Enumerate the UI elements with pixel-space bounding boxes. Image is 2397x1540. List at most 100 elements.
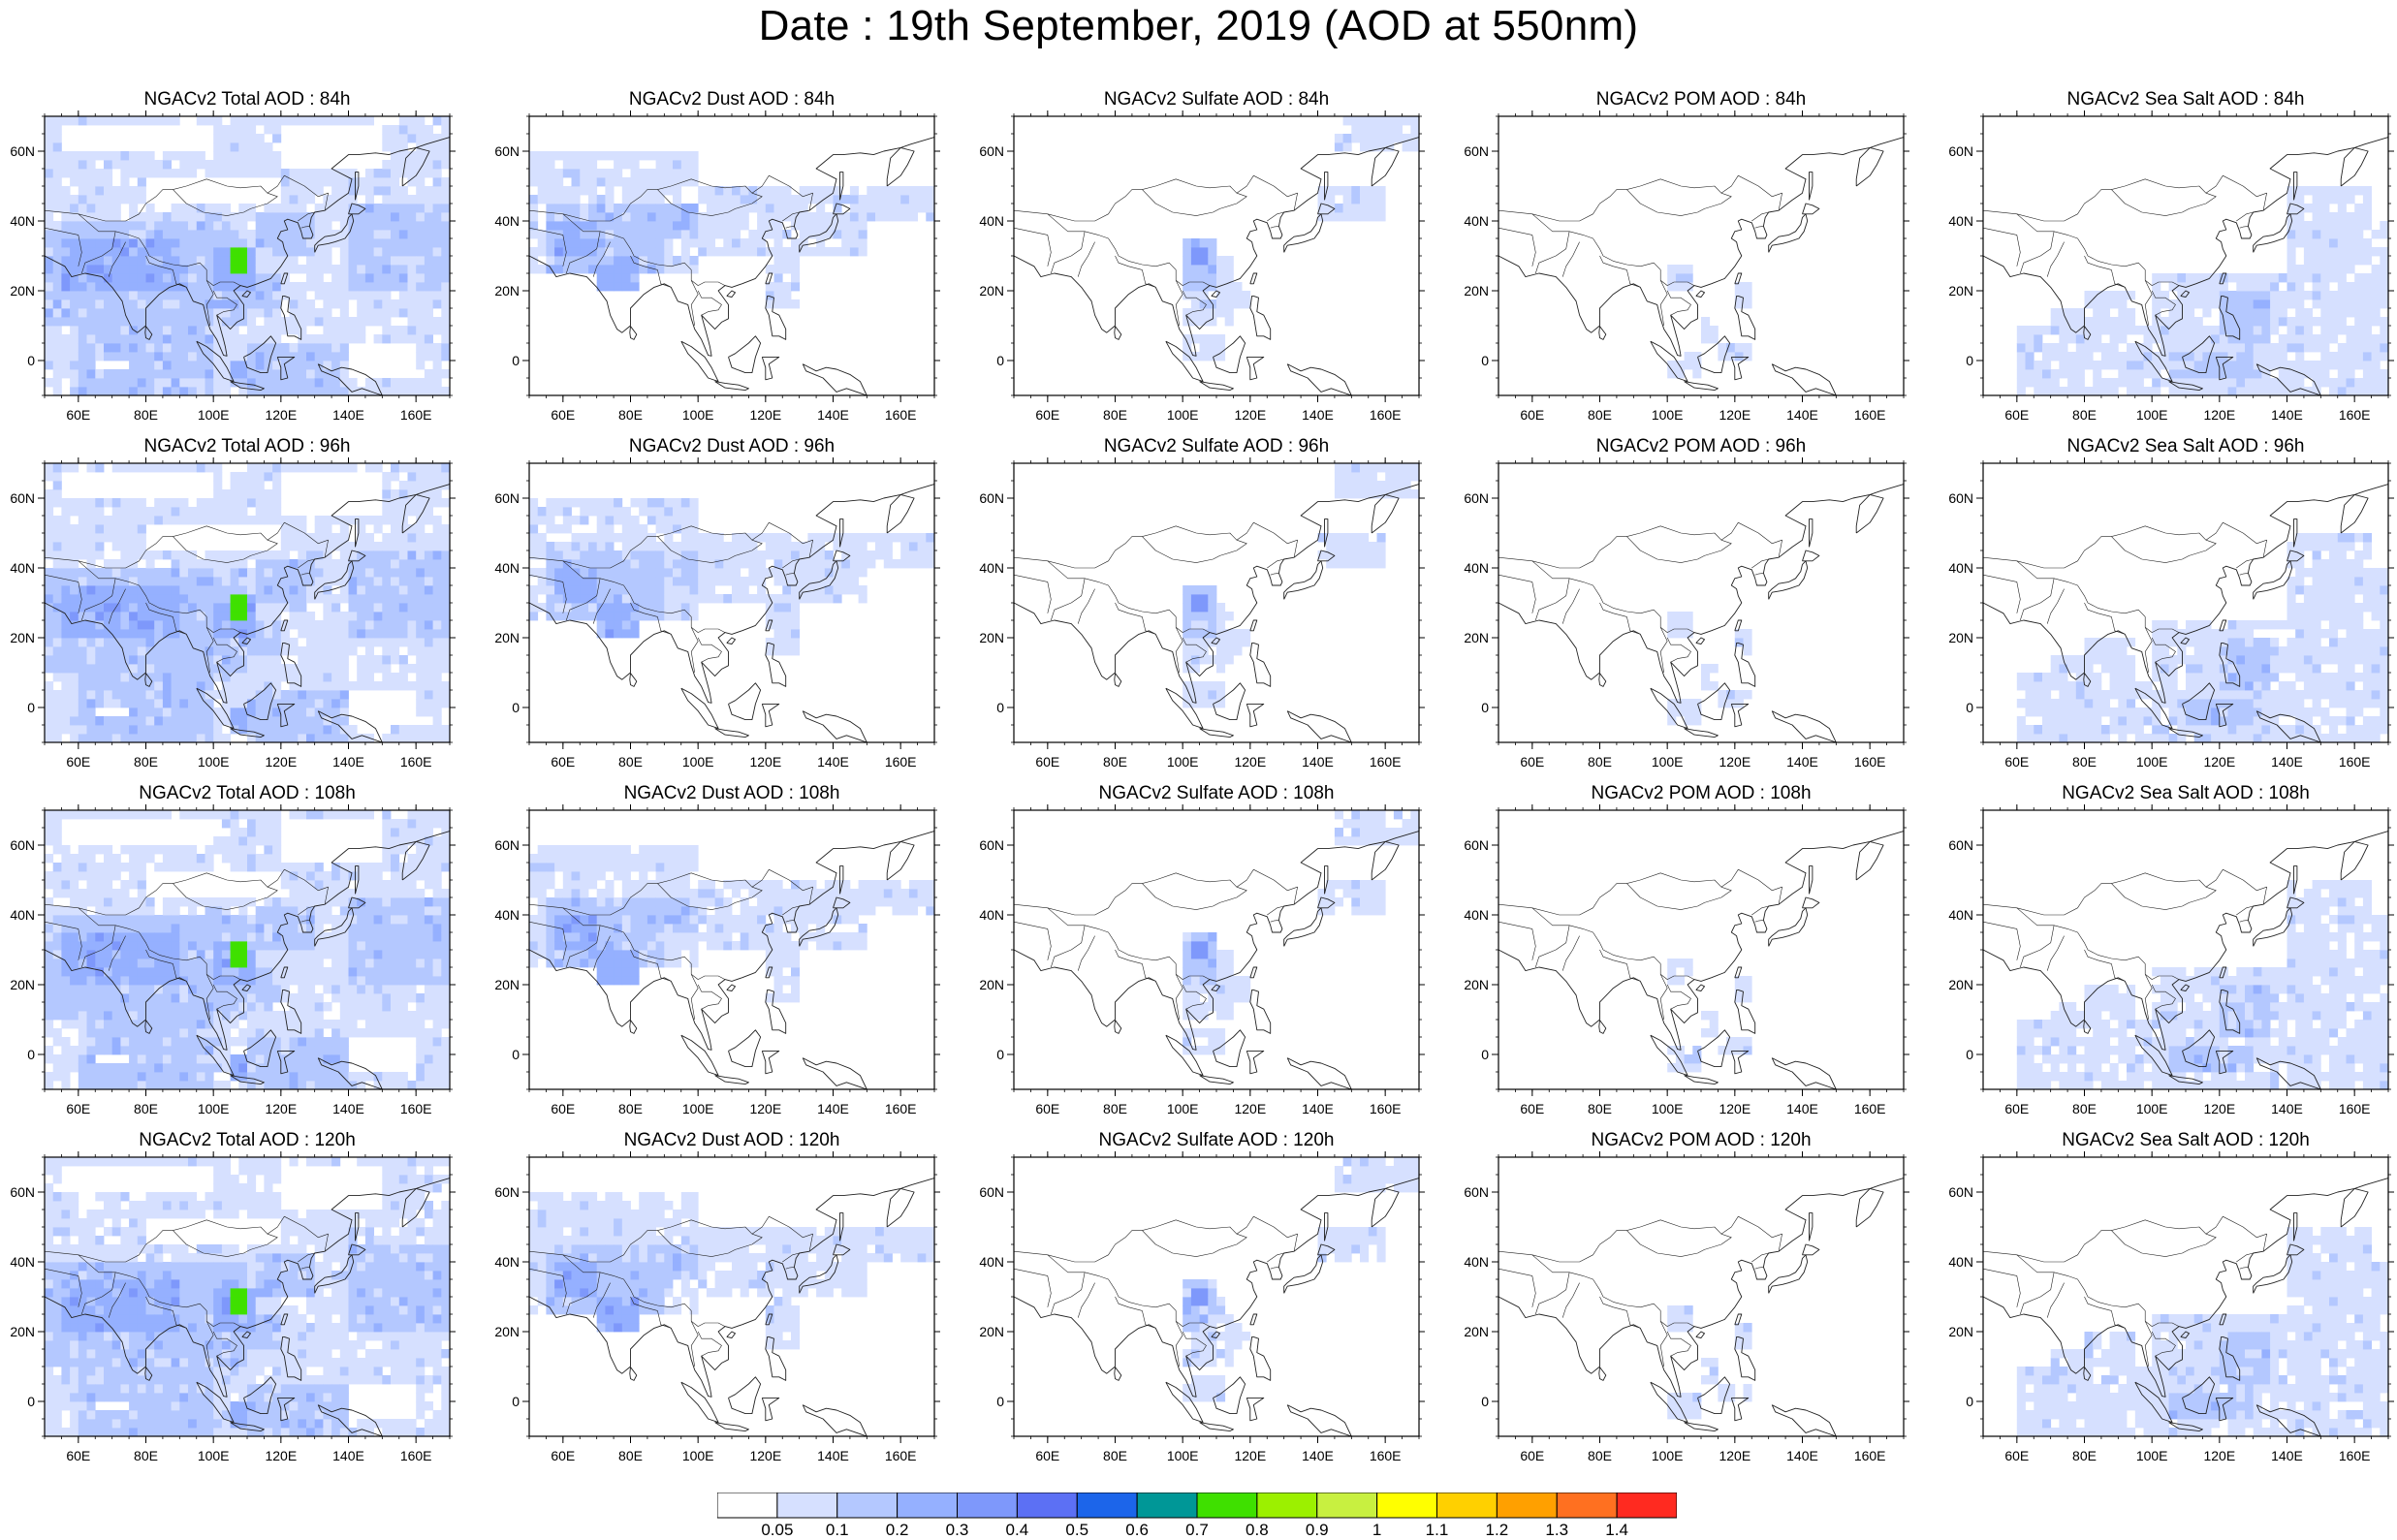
colorbar-swatch xyxy=(1257,1493,1317,1518)
lon-tick-label: 100E xyxy=(2136,754,2168,770)
lat-tick-label: 0 xyxy=(996,700,1004,715)
lon-tick-label: 60E xyxy=(66,407,90,423)
colorbar-swatch xyxy=(717,1493,777,1518)
lon-tick-label: 60E xyxy=(1035,1101,1059,1116)
lon-tick-label: 140E xyxy=(1786,754,1818,770)
lat-tick-label: 20N xyxy=(494,630,520,645)
lon-tick-label: 100E xyxy=(1652,1448,1684,1463)
lon-tick-label: 80E xyxy=(134,1101,158,1116)
lat-tick-label: 20N xyxy=(10,283,35,299)
lon-tick-label: 80E xyxy=(618,407,643,423)
aod-field xyxy=(529,151,934,308)
colorbar-swatch xyxy=(958,1493,1018,1518)
lon-tick-label: 60E xyxy=(66,754,90,770)
lon-tick-label: 160E xyxy=(2339,407,2371,423)
lon-tick-label: 140E xyxy=(1302,407,1334,423)
lon-tick-label: 160E xyxy=(2339,1448,2371,1463)
lat-tick-label: 0 xyxy=(512,1047,520,1062)
lat-tick-label: 0 xyxy=(512,353,520,368)
lon-tick-label: 160E xyxy=(885,754,917,770)
lon-tick-label: 100E xyxy=(1167,1448,1199,1463)
lat-tick-label: 40N xyxy=(979,213,1004,229)
lat-tick-label: 60N xyxy=(494,1184,520,1200)
lon-tick-label: 120E xyxy=(1719,1101,1750,1116)
lon-tick-label: 60E xyxy=(1520,1448,1544,1463)
aod-field xyxy=(529,845,934,1002)
lon-tick-label: 120E xyxy=(1234,1448,1266,1463)
panel-title: NGACv2 POM AOD : 84h xyxy=(1498,89,1904,110)
lon-tick-label: 60E xyxy=(551,407,575,423)
lat-tick-label: 60N xyxy=(10,490,35,506)
lon-tick-label: 100E xyxy=(682,1448,714,1463)
lon-tick-label: 160E xyxy=(1370,1101,1402,1116)
panel-title: NGACv2 Sea Salt AOD : 96h xyxy=(1983,436,2388,457)
lon-tick-label: 120E xyxy=(265,407,297,423)
colorbar-swatch xyxy=(1317,1493,1377,1518)
lat-tick-label: 40N xyxy=(10,213,35,229)
lat-tick-label: 60N xyxy=(1464,1184,1489,1200)
lat-tick-label: 0 xyxy=(1481,700,1489,715)
panel-title: NGACv2 Dust AOD : 96h xyxy=(529,436,934,457)
lon-tick-label: 140E xyxy=(332,1101,364,1116)
lon-tick-label: 80E xyxy=(1103,1448,1127,1463)
aod-field xyxy=(1183,116,1419,361)
lon-tick-label: 120E xyxy=(749,407,781,423)
lon-tick-label: 80E xyxy=(1588,407,1612,423)
colorbar-label: 0.7 xyxy=(1185,1521,1209,1540)
lon-tick-label: 140E xyxy=(2271,1101,2303,1116)
lat-tick-label: 0 xyxy=(1966,1394,1973,1409)
lon-tick-label: 100E xyxy=(198,1448,230,1463)
lat-tick-label: 60N xyxy=(10,837,35,853)
lon-tick-label: 140E xyxy=(2271,754,2303,770)
lat-tick-label: 40N xyxy=(10,1254,35,1270)
lon-tick-label: 100E xyxy=(198,754,230,770)
lon-tick-label: 140E xyxy=(2271,1448,2303,1463)
panel-title: NGACv2 Dust AOD : 108h xyxy=(529,783,934,804)
aod-field xyxy=(529,1192,934,1349)
lat-tick-label: 0 xyxy=(996,353,1004,368)
panel-title: NGACv2 Sulfate AOD : 120h xyxy=(1014,1130,1419,1151)
lon-tick-label: 80E xyxy=(134,407,158,423)
lon-tick-label: 160E xyxy=(2339,754,2371,770)
aod-field xyxy=(1183,810,1419,1054)
lon-tick-label: 160E xyxy=(2339,1101,2371,1116)
lon-tick-label: 120E xyxy=(1234,407,1266,423)
lon-tick-label: 140E xyxy=(1302,754,1334,770)
lon-tick-label: 120E xyxy=(265,1101,297,1116)
lat-tick-label: 0 xyxy=(27,700,35,715)
lat-tick-label: 60N xyxy=(1464,837,1489,853)
lon-tick-label: 120E xyxy=(2203,407,2235,423)
lon-tick-label: 100E xyxy=(1652,754,1684,770)
lon-tick-label: 100E xyxy=(1167,407,1199,423)
lat-tick-label: 40N xyxy=(10,907,35,923)
lat-tick-label: 60N xyxy=(494,490,520,506)
lon-tick-label: 140E xyxy=(1302,1448,1334,1463)
lon-tick-label: 120E xyxy=(2203,1101,2235,1116)
lon-tick-label: 140E xyxy=(332,407,364,423)
lon-tick-label: 80E xyxy=(1588,1101,1612,1116)
lat-tick-label: 20N xyxy=(979,1324,1004,1339)
lat-tick-label: 40N xyxy=(979,1254,1004,1270)
colorbar-label: 0.5 xyxy=(1065,1521,1088,1540)
lat-tick-label: 0 xyxy=(996,1394,1004,1409)
colorbar-label: 0.1 xyxy=(826,1521,849,1540)
colorbar-label: 1.3 xyxy=(1545,1521,1568,1540)
lon-tick-label: 80E xyxy=(1103,1101,1127,1116)
